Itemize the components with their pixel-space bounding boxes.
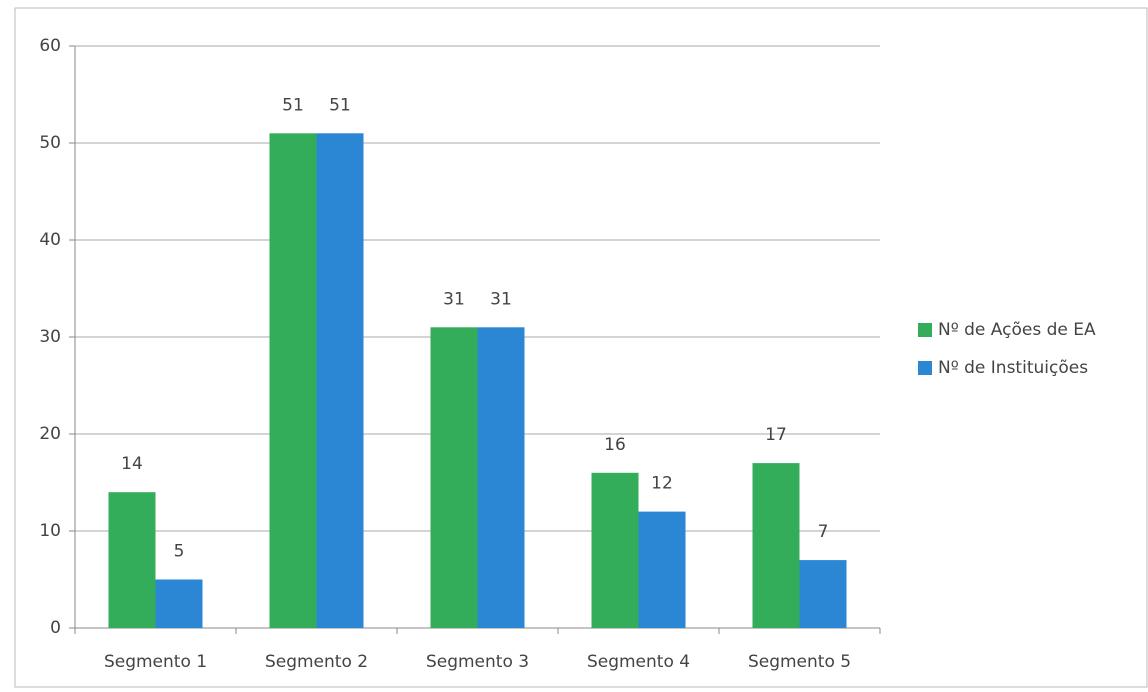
x-tick-label: Segmento 4 — [587, 652, 690, 672]
data-label: 51 — [329, 95, 351, 115]
x-tick-label: Segmento 1 — [104, 652, 207, 672]
data-label: 12 — [651, 474, 673, 494]
legend-label: Nº de Ações de EA — [938, 320, 1096, 340]
y-tick-label: 40 — [39, 230, 61, 250]
y-tick-label: 0 — [50, 618, 61, 638]
y-tick-label: 50 — [39, 133, 61, 153]
legend-label: Nº de Instituições — [938, 358, 1088, 378]
x-tick-label: Segmento 5 — [748, 652, 851, 672]
data-label: 14 — [121, 454, 143, 474]
legend-swatch — [918, 323, 932, 337]
bar — [477, 327, 525, 628]
bar — [155, 579, 203, 628]
bar — [638, 511, 686, 628]
bar — [430, 327, 478, 628]
y-tick-label: 30 — [39, 327, 61, 347]
data-label: 17 — [765, 425, 787, 445]
bar — [752, 463, 800, 628]
bar — [108, 492, 156, 628]
x-tick-label: Segmento 2 — [265, 652, 368, 672]
bar — [799, 560, 847, 628]
data-label: 31 — [443, 289, 465, 309]
y-tick-label: 20 — [39, 424, 61, 444]
chart-frame — [14, 7, 1148, 688]
x-tick-label: Segmento 3 — [426, 652, 529, 672]
data-label: 51 — [282, 95, 304, 115]
data-label: 7 — [818, 522, 829, 542]
bar — [591, 472, 639, 628]
y-tick-label: 10 — [39, 521, 61, 541]
data-label: 31 — [490, 289, 512, 309]
data-label: 16 — [604, 435, 626, 455]
bar — [269, 133, 317, 629]
legend-swatch — [918, 361, 932, 375]
y-tick-label: 60 — [39, 36, 61, 56]
bar — [316, 133, 364, 629]
data-label: 5 — [174, 542, 185, 562]
